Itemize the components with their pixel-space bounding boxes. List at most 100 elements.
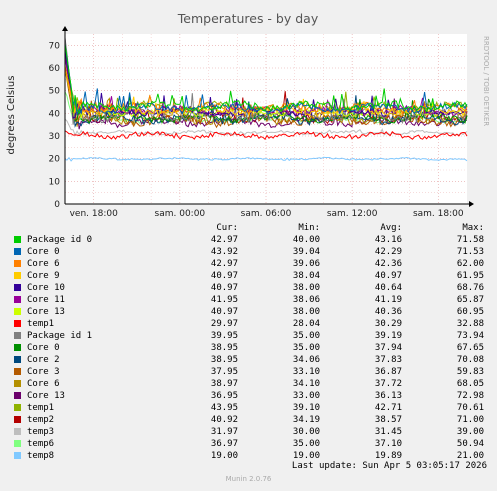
legend-cur: 38.95 — [210, 343, 238, 353]
legend: Cur: Min: Avg: Max: Package id 0 42.97 40.… — [12, 222, 487, 462]
legend-name: Core 2 — [27, 355, 60, 365]
legend-max: 59.83 — [456, 367, 484, 377]
legend-avg: 37.83 — [374, 355, 402, 365]
legend-avg: 37.94 — [374, 343, 402, 353]
legend-name: temp8 — [27, 451, 55, 461]
legend-cur: 40.97 — [210, 283, 238, 293]
legend-min: 39.10 — [292, 403, 320, 413]
legend-avg: 37.10 — [374, 439, 402, 449]
legend-swatch — [14, 272, 21, 279]
legend-name: temp1 — [27, 319, 55, 329]
legend-name: Core 0 — [27, 343, 60, 353]
legend-row: temp1 43.95 39.10 42.71 70.61 — [12, 402, 487, 414]
legend-avg: 40.64 — [374, 283, 402, 293]
legend-max: 71.58 — [456, 235, 484, 245]
legend-min: 30.00 — [292, 427, 320, 437]
legend-min: 34.10 — [292, 379, 320, 389]
legend-max: 72.98 — [456, 391, 484, 401]
legend-max: 61.95 — [456, 271, 484, 281]
legend-name: temp3 — [27, 427, 55, 437]
x-tick-label: sam. 12:00 — [327, 209, 378, 219]
legend-row: Core 6 42.97 39.06 42.36 62.00 — [12, 258, 487, 270]
munin-version: Munin 2.0.76 — [225, 475, 272, 483]
legend-max: 21.00 — [456, 451, 484, 461]
legend-min: 19.00 — [292, 451, 320, 461]
legend-max: 70.08 — [456, 355, 484, 365]
legend-swatch — [14, 368, 21, 375]
legend-min: 40.00 — [292, 235, 320, 245]
axes — [62, 26, 474, 207]
legend-header-avg: Avg: — [380, 223, 402, 233]
x-tick-label: sam. 00:00 — [155, 209, 206, 219]
legend-cur: 41.95 — [210, 295, 238, 305]
legend-row: temp2 40.92 34.19 38.57 71.00 — [12, 414, 487, 426]
chart-title: Temperatures - by day — [177, 11, 319, 26]
legend-cur: 43.95 — [210, 403, 238, 413]
legend-swatch — [14, 248, 21, 255]
legend-swatch — [14, 296, 21, 303]
series-line — [64, 156, 468, 162]
legend-cur: 29.97 — [210, 319, 238, 329]
legend-swatch — [14, 452, 21, 459]
x-tick-label: sam. 06:00 — [241, 209, 292, 219]
legend-cur: 40.97 — [210, 271, 238, 281]
legend-cur: 42.97 — [210, 259, 238, 269]
legend-row: Core 13 36.95 33.00 36.13 72.98 — [12, 390, 487, 402]
y-axis-arrow — [62, 26, 68, 31]
y-tick-label: 70 — [49, 41, 61, 51]
legend-header: Cur: Min: Avg: Max: — [12, 222, 487, 234]
legend-max: 50.94 — [456, 439, 484, 449]
legend-avg: 30.29 — [374, 319, 402, 329]
legend-min: 38.06 — [292, 295, 320, 305]
legend-row: Core 11 41.95 38.06 41.19 65.87 — [12, 294, 487, 306]
legend-swatch — [14, 260, 21, 267]
y-axis-label: degrees Celsius — [6, 76, 17, 155]
x-tick-label: ven. 18:00 — [70, 209, 118, 219]
legend-avg: 38.57 — [374, 415, 402, 425]
legend-avg: 36.13 — [374, 391, 402, 401]
tick-labels: 0 10 20 30 40 50 60 70 ven. 18:00 sam. 00:00 sam. … — [49, 41, 464, 219]
legend-cur: 42.97 — [210, 235, 238, 245]
legend-avg: 42.36 — [374, 259, 402, 269]
legend-swatch — [14, 404, 21, 411]
legend-avg: 42.71 — [374, 403, 402, 413]
legend-cur: 39.95 — [210, 331, 238, 341]
legend-name: Core 6 — [27, 259, 60, 269]
legend-cur: 37.95 — [210, 367, 238, 377]
legend-cur: 40.97 — [210, 307, 238, 317]
legend-header-min: Min: — [298, 223, 320, 233]
legend-cur: 19.00 — [210, 451, 238, 461]
legend-max: 60.95 — [456, 307, 484, 317]
legend-row: temp8 19.00 19.00 19.89 21.00 — [12, 450, 487, 462]
legend-cur: 31.97 — [210, 427, 238, 437]
legend-name: Core 3 — [27, 367, 60, 377]
legend-cur: 38.97 — [210, 379, 238, 389]
y-tick-label: 60 — [49, 64, 61, 74]
legend-cur: 40.92 — [210, 415, 238, 425]
legend-min: 35.00 — [292, 331, 320, 341]
legend-max: 73.94 — [456, 331, 484, 341]
legend-max: 71.00 — [456, 415, 484, 425]
legend-max: 65.87 — [456, 295, 484, 305]
legend-avg: 19.89 — [374, 451, 402, 461]
legend-avg: 43.16 — [374, 235, 402, 245]
legend-min: 35.00 — [292, 439, 320, 449]
legend-swatch — [14, 308, 21, 315]
legend-avg: 40.97 — [374, 271, 402, 281]
legend-cur: 36.97 — [210, 439, 238, 449]
legend-min: 35.00 — [292, 343, 320, 353]
legend-row: Core 0 43.92 39.04 42.29 71.53 — [12, 246, 487, 258]
legend-swatch — [14, 332, 21, 339]
legend-avg: 31.45 — [374, 427, 402, 437]
series-layer — [64, 37, 468, 162]
legend-name: Core 6 — [27, 379, 60, 389]
legend-swatch — [14, 320, 21, 327]
legend-swatch — [14, 416, 21, 423]
legend-min: 39.04 — [292, 247, 320, 257]
legend-row: Core 10 40.97 38.00 40.64 68.76 — [12, 282, 487, 294]
legend-min: 34.19 — [292, 415, 320, 425]
legend-swatch — [14, 428, 21, 435]
series-line — [64, 44, 468, 116]
legend-min: 38.00 — [292, 307, 320, 317]
